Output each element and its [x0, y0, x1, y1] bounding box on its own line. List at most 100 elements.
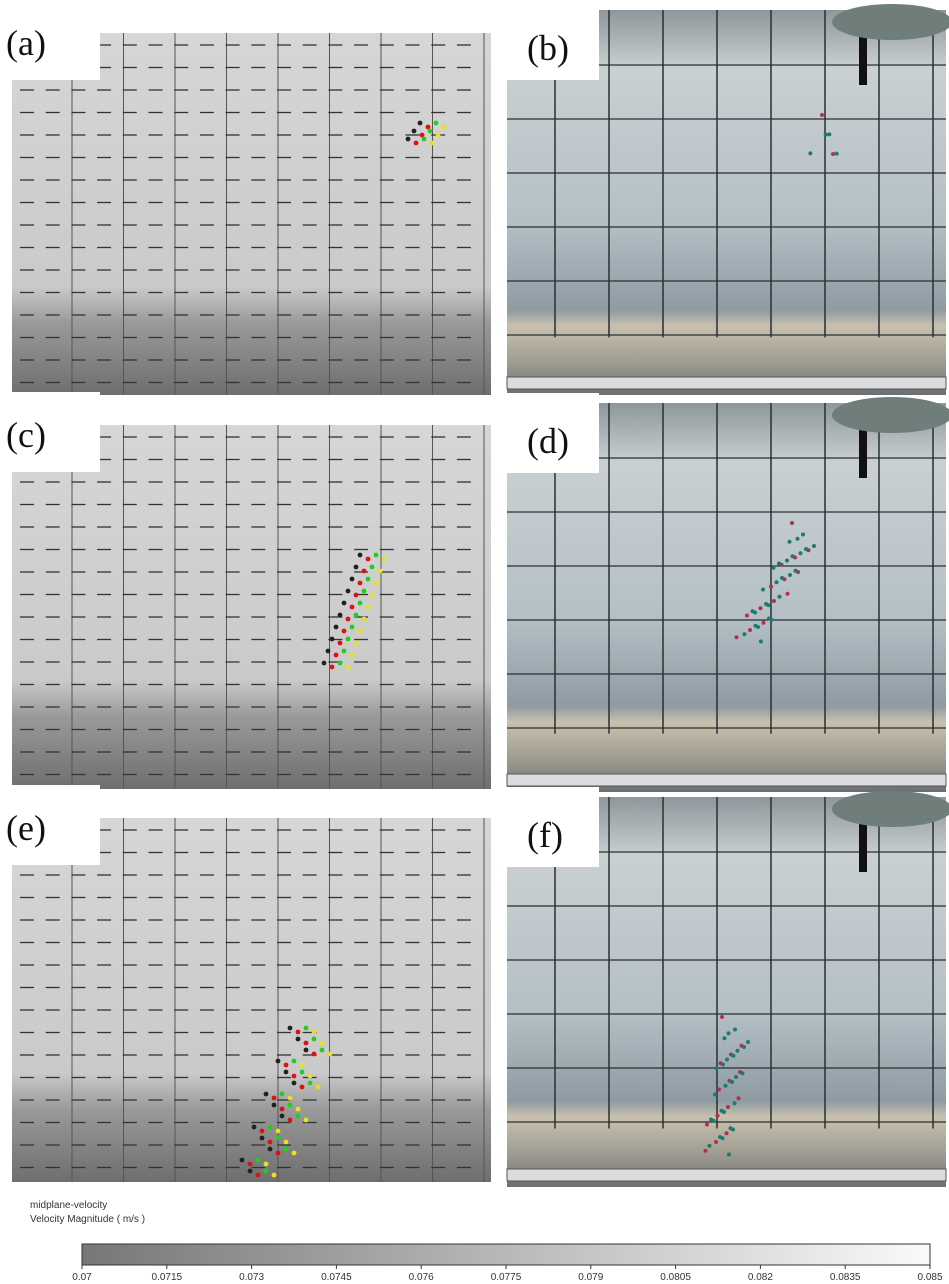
- particle: [279, 1091, 285, 1097]
- dye-particle: [735, 1048, 740, 1053]
- particle: [267, 1139, 273, 1145]
- particle: [287, 1117, 293, 1123]
- dye-particle: [726, 1105, 730, 1109]
- dye-particle: [740, 1071, 745, 1076]
- particle: [255, 1172, 261, 1178]
- dye-particle: [761, 587, 765, 592]
- particle: [373, 552, 379, 558]
- particle: [287, 1025, 293, 1031]
- colorbar-tick-label: 0.0835: [830, 1272, 861, 1283]
- particle: [345, 636, 351, 642]
- particle: [311, 1029, 317, 1035]
- dye-particle: [720, 1136, 725, 1141]
- dye-particle: [722, 1110, 726, 1114]
- particle: [357, 600, 363, 606]
- particle: [361, 568, 367, 574]
- particle: [319, 1040, 325, 1046]
- colorbar-title: midplane-velocity: [30, 1200, 107, 1211]
- dye-particle: [790, 521, 794, 525]
- dye-particle: [788, 573, 792, 577]
- particle: [271, 1102, 277, 1108]
- particle: [279, 1106, 285, 1112]
- ruler: [506, 773, 947, 787]
- field: [12, 425, 491, 789]
- particle: [283, 1139, 289, 1145]
- particle: [275, 1128, 281, 1134]
- particle: [299, 1069, 305, 1075]
- particle: [283, 1069, 289, 1075]
- dye-particle: [736, 1096, 741, 1101]
- particle: [303, 1047, 309, 1053]
- ruler: [506, 376, 947, 390]
- dye-particle: [730, 1080, 734, 1084]
- panel-label: (d): [527, 421, 569, 461]
- particle: [413, 140, 419, 146]
- dye-particle: [761, 620, 766, 625]
- simulation-panel: (e): [0, 785, 491, 1182]
- colorbar-tick-label: 0.082: [748, 1272, 773, 1283]
- particle: [321, 660, 327, 666]
- dye-particle: [827, 132, 832, 137]
- particle: [411, 128, 417, 134]
- particle: [357, 552, 363, 558]
- particle: [369, 592, 375, 598]
- particle: [341, 600, 347, 606]
- particle: [263, 1168, 269, 1174]
- dye-particle: [787, 539, 792, 544]
- particle: [337, 640, 343, 646]
- field: [12, 33, 491, 395]
- particle: [353, 564, 359, 570]
- particle: [369, 564, 375, 570]
- particle: [267, 1146, 273, 1152]
- dye-particle: [724, 1131, 729, 1136]
- dye-particle: [745, 613, 749, 618]
- dye-particle: [798, 551, 803, 556]
- dye-particle: [711, 1118, 716, 1123]
- dye-particle: [726, 1031, 731, 1036]
- particle: [381, 556, 387, 562]
- panel-label: (e): [6, 808, 46, 848]
- dye-particle: [790, 554, 795, 559]
- particle: [327, 1051, 333, 1057]
- funnel: [832, 4, 949, 40]
- dye-particle: [732, 1101, 737, 1106]
- particle: [315, 1084, 321, 1090]
- particle: [275, 1135, 281, 1141]
- dye-particle: [742, 632, 747, 637]
- dye-particle: [820, 113, 824, 117]
- dye-particle: [777, 594, 782, 599]
- particle: [429, 140, 435, 146]
- dye-particle: [734, 1075, 738, 1079]
- simulation-panel: (a): [0, 0, 491, 395]
- particle: [333, 624, 339, 630]
- particle: [303, 1025, 309, 1031]
- dye-particle: [764, 602, 768, 606]
- particle: [263, 1161, 269, 1167]
- particle: [365, 604, 371, 610]
- dye-particle: [780, 576, 784, 580]
- particle: [427, 128, 433, 134]
- dye-particle: [823, 132, 828, 137]
- particle: [279, 1113, 285, 1119]
- dye-particle: [804, 547, 808, 551]
- dye-particle: [812, 544, 816, 548]
- particle: [337, 660, 343, 666]
- particle: [291, 1073, 297, 1079]
- dye-particle: [834, 151, 839, 156]
- dye-particle: [722, 1036, 727, 1041]
- dye-particle: [714, 1066, 719, 1071]
- simulation-panel: (c): [0, 392, 491, 789]
- particle: [441, 124, 447, 130]
- particle: [299, 1084, 305, 1090]
- dye-particle: [742, 1045, 746, 1049]
- particle: [349, 652, 355, 658]
- particle: [255, 1157, 261, 1163]
- dye-particle: [767, 616, 771, 621]
- label-box: [0, 392, 100, 472]
- dye-particle: [731, 1053, 736, 1058]
- particle: [295, 1036, 301, 1042]
- particle: [291, 1080, 297, 1086]
- particle: [271, 1095, 277, 1101]
- colorbar: [81, 1243, 931, 1266]
- particle: [333, 652, 339, 658]
